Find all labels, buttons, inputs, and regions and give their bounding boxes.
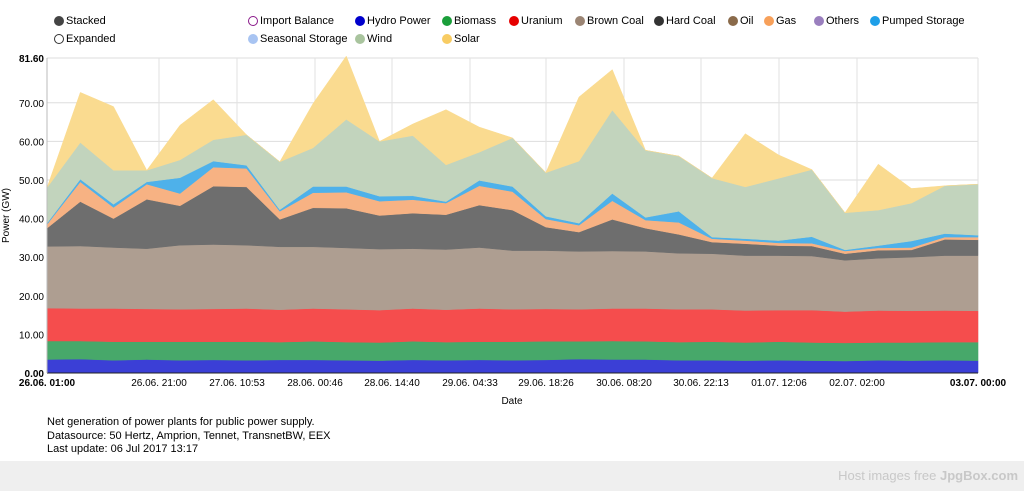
note-last-update: Last update: 06 Jul 2017 13:17 [47, 443, 199, 455]
legend-item-biomass[interactable]: Biomass [442, 15, 496, 27]
y-axis-title: Power (GW) [1, 188, 12, 243]
radio-selected-icon [54, 16, 64, 26]
legend-item-pumped-storage[interactable]: Pumped Storage [870, 15, 965, 27]
legend-swatch-icon [248, 16, 258, 26]
legend-swatch-icon [442, 34, 452, 44]
legend-swatch-icon [355, 16, 365, 26]
x-tick-label: 26.06. 01:00 [19, 378, 76, 389]
x-tick-label: 29.06. 18:26 [518, 378, 574, 389]
legend-swatch-icon [355, 34, 365, 44]
legend-label: Hard Coal [666, 15, 716, 27]
view-mode-expanded[interactable]: Expanded [54, 33, 116, 45]
legend-swatch-icon [248, 34, 258, 44]
chart-notes: Net generation of power plants for publi… [47, 416, 331, 457]
footer-bar: Host images free JpgBox.com [0, 461, 1024, 491]
legend-item-hydro-power[interactable]: Hydro Power [355, 15, 431, 27]
legend: Stacked Expanded Import Balance Hydro Power… [0, 0, 1024, 50]
x-tick-label: 28.06. 00:46 [287, 378, 343, 389]
legend-label: Solar [454, 33, 480, 45]
y-tick-label: 30.00 [19, 253, 44, 264]
legend-item-seasonal-storage[interactable]: Seasonal Storage [248, 33, 347, 45]
y-tick-label: 20.00 [19, 292, 44, 303]
legend-label: Others [826, 15, 860, 27]
series-area-uranium [46, 307, 979, 344]
x-tick-label: 01.07. 12:06 [751, 378, 807, 389]
legend-swatch-icon [509, 16, 519, 26]
legend-item-solar[interactable]: Solar [442, 33, 480, 45]
legend-label: Oil [740, 15, 754, 27]
legend-item-wind[interactable]: Wind [355, 33, 392, 45]
legend-swatch-icon [764, 16, 774, 26]
legend-item-hard-coal[interactable]: Hard Coal [654, 15, 716, 27]
x-tick-label: 03.07. 00:00 [950, 378, 1007, 389]
legend-item-others[interactable]: Others [814, 15, 859, 27]
footer-brand: JpgBox.com [939, 468, 1018, 483]
y-tick-label: 60.00 [19, 137, 44, 148]
x-tick-label: 02.07. 02:00 [829, 378, 885, 389]
legend-item-oil[interactable]: Oil [728, 15, 753, 27]
legend-label: Seasonal Storage [260, 33, 348, 45]
series-area-solar [46, 55, 979, 214]
y-tick-label: 70.00 [19, 99, 44, 110]
legend-item-gas[interactable]: Gas [764, 15, 796, 27]
legend-item-import-balance[interactable]: Import Balance [248, 15, 334, 27]
series-area-hydro-power [46, 358, 979, 374]
legend-swatch-icon [728, 16, 738, 26]
view-mode-stacked[interactable]: Stacked [54, 15, 106, 27]
legend-label: Uranium [521, 15, 563, 27]
y-tick-label: 50.00 [19, 176, 44, 187]
legend-item-brown-coal[interactable]: Brown Coal [575, 15, 644, 27]
legend-swatch-icon [870, 16, 880, 26]
x-tick-label: 30.06. 08:20 [596, 378, 652, 389]
legend-swatch-icon [654, 16, 664, 26]
x-axis-title: Date [501, 396, 523, 407]
y-tick-label: 10.00 [19, 330, 44, 341]
legend-swatch-icon [442, 16, 452, 26]
y-tick-label: 0.00 [25, 369, 45, 380]
x-tick-label: 28.06. 14:40 [364, 378, 420, 389]
legend-item-uranium[interactable]: Uranium [509, 15, 563, 27]
legend-label: Biomass [454, 15, 497, 27]
x-tick-label: 26.06. 21:00 [131, 378, 187, 389]
x-tick-label: 29.06. 04:33 [442, 378, 498, 389]
area-chart: 0.00 10.00 20.00 30.00 40.00 50.00 60.00 70.00 8… [1, 54, 1007, 407]
footer-text: Host images free [838, 468, 937, 483]
legend-label: Hydro Power [367, 15, 431, 27]
y-tick-label: 81.60 [19, 54, 44, 65]
series-area-biomass [46, 340, 979, 362]
legend-swatch-icon [575, 16, 585, 26]
x-tick-label: 27.06. 10:53 [209, 378, 265, 389]
footer-host-link[interactable]: Host images free JpgBox.com [838, 468, 1018, 483]
legend-label: Gas [776, 15, 797, 27]
radio-empty-icon [54, 34, 64, 44]
view-mode-label: Stacked [66, 15, 106, 27]
y-tick-label: 40.00 [19, 215, 44, 226]
note-datasource: Datasource: 50 Hertz, Amprion, Tennet, T… [47, 429, 331, 442]
legend-label: Import Balance [260, 15, 334, 27]
legend-label: Wind [367, 33, 393, 45]
x-tick-label: 30.06. 22:13 [673, 378, 729, 389]
legend-label: Pumped Storage [882, 15, 965, 27]
legend-swatch-icon [814, 16, 824, 26]
view-mode-label: Expanded [66, 33, 116, 45]
note-description: Net generation of power plants for publi… [47, 416, 315, 428]
legend-label: Brown Coal [587, 15, 644, 27]
